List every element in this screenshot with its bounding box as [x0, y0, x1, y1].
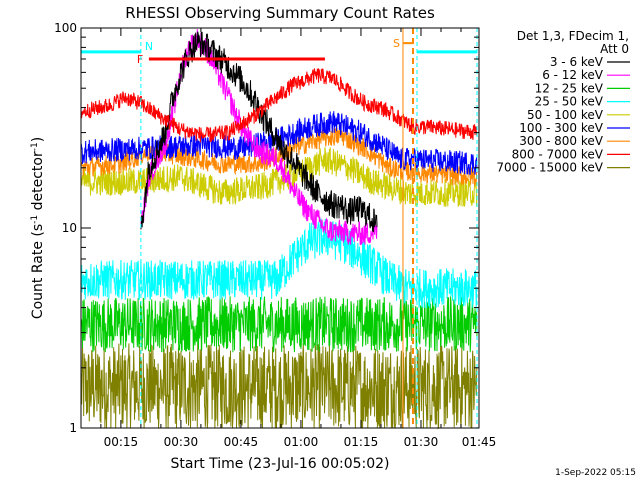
- legend-entry-label: 12 - 25 keV: [535, 81, 604, 95]
- x-tick-label: 01:45: [462, 435, 497, 449]
- chart-title: RHESSI Observing Summary Count Rates: [125, 4, 435, 22]
- series-line-3: [80, 217, 478, 309]
- series-line-8: [80, 343, 478, 430]
- legend-entry-label: 25 - 50 keV: [535, 95, 604, 109]
- x-tick-label: 01:00: [284, 435, 319, 449]
- y-axis-label: Count Rate (s-1 detector-1): [30, 137, 46, 319]
- x-tick-label: 00:45: [224, 435, 259, 449]
- legend-header-line2: Att 0: [600, 42, 629, 56]
- plot-area: FN S: [80, 28, 478, 430]
- series-line-7: [80, 67, 478, 143]
- legend-header-line1: Det 1,3, FDecim 1,: [517, 29, 629, 43]
- legend-entry-label: 7000 - 15000 keV: [496, 161, 603, 175]
- series-line-2: [80, 296, 478, 353]
- y-tick-label: 1: [69, 421, 77, 435]
- legend-entry-label: 3 - 6 keV: [550, 55, 604, 69]
- legend-entry-label: 100 - 300 keV: [519, 121, 603, 135]
- x-tick-label: 00:15: [104, 435, 139, 449]
- legend-entry-label: 6 - 12 keV: [542, 68, 604, 82]
- x-axis-label: Start Time (23-Jul-16 00:05:02): [170, 456, 389, 472]
- legend-entry-label: 50 - 100 keV: [527, 108, 604, 122]
- x-axis: 00:15 00:30 00:45 01:00 01:15 01:30 01:45: [100, 28, 497, 449]
- y-axis: 1 10 100: [54, 21, 479, 435]
- flare-label: F: [137, 53, 143, 66]
- saa-label: S: [393, 37, 400, 50]
- footer-timestamp: 1-Sep-2022 05:15: [555, 468, 636, 478]
- y-tick-label: 100: [54, 21, 77, 35]
- legend-entry-label: 800 - 7000 keV: [512, 147, 604, 161]
- legend-entry-label: 300 - 800 keV: [519, 134, 603, 148]
- y-tick-label: 10: [62, 221, 77, 235]
- x-tick-label: 01:15: [344, 435, 379, 449]
- x-tick-label: 00:30: [164, 435, 199, 449]
- x-tick-label: 01:30: [404, 435, 439, 449]
- night-label: N: [145, 40, 153, 53]
